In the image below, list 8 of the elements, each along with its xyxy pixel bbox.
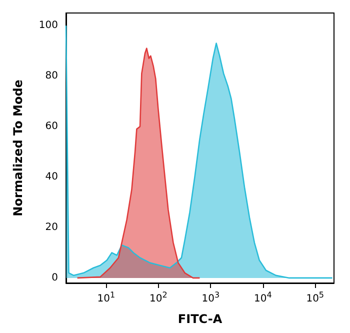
y-tick-label: 100 xyxy=(38,20,58,32)
x-axis-title: FITC-A xyxy=(178,312,223,326)
y-tick-label: 0 xyxy=(52,272,58,284)
y-axis-title: Normalized To Mode xyxy=(11,80,25,216)
y-tick-label: 20 xyxy=(45,222,58,233)
y-tick-label: 60 xyxy=(45,121,58,132)
y-tick-label: 80 xyxy=(45,70,58,82)
y-tick-label: 40 xyxy=(45,172,58,183)
